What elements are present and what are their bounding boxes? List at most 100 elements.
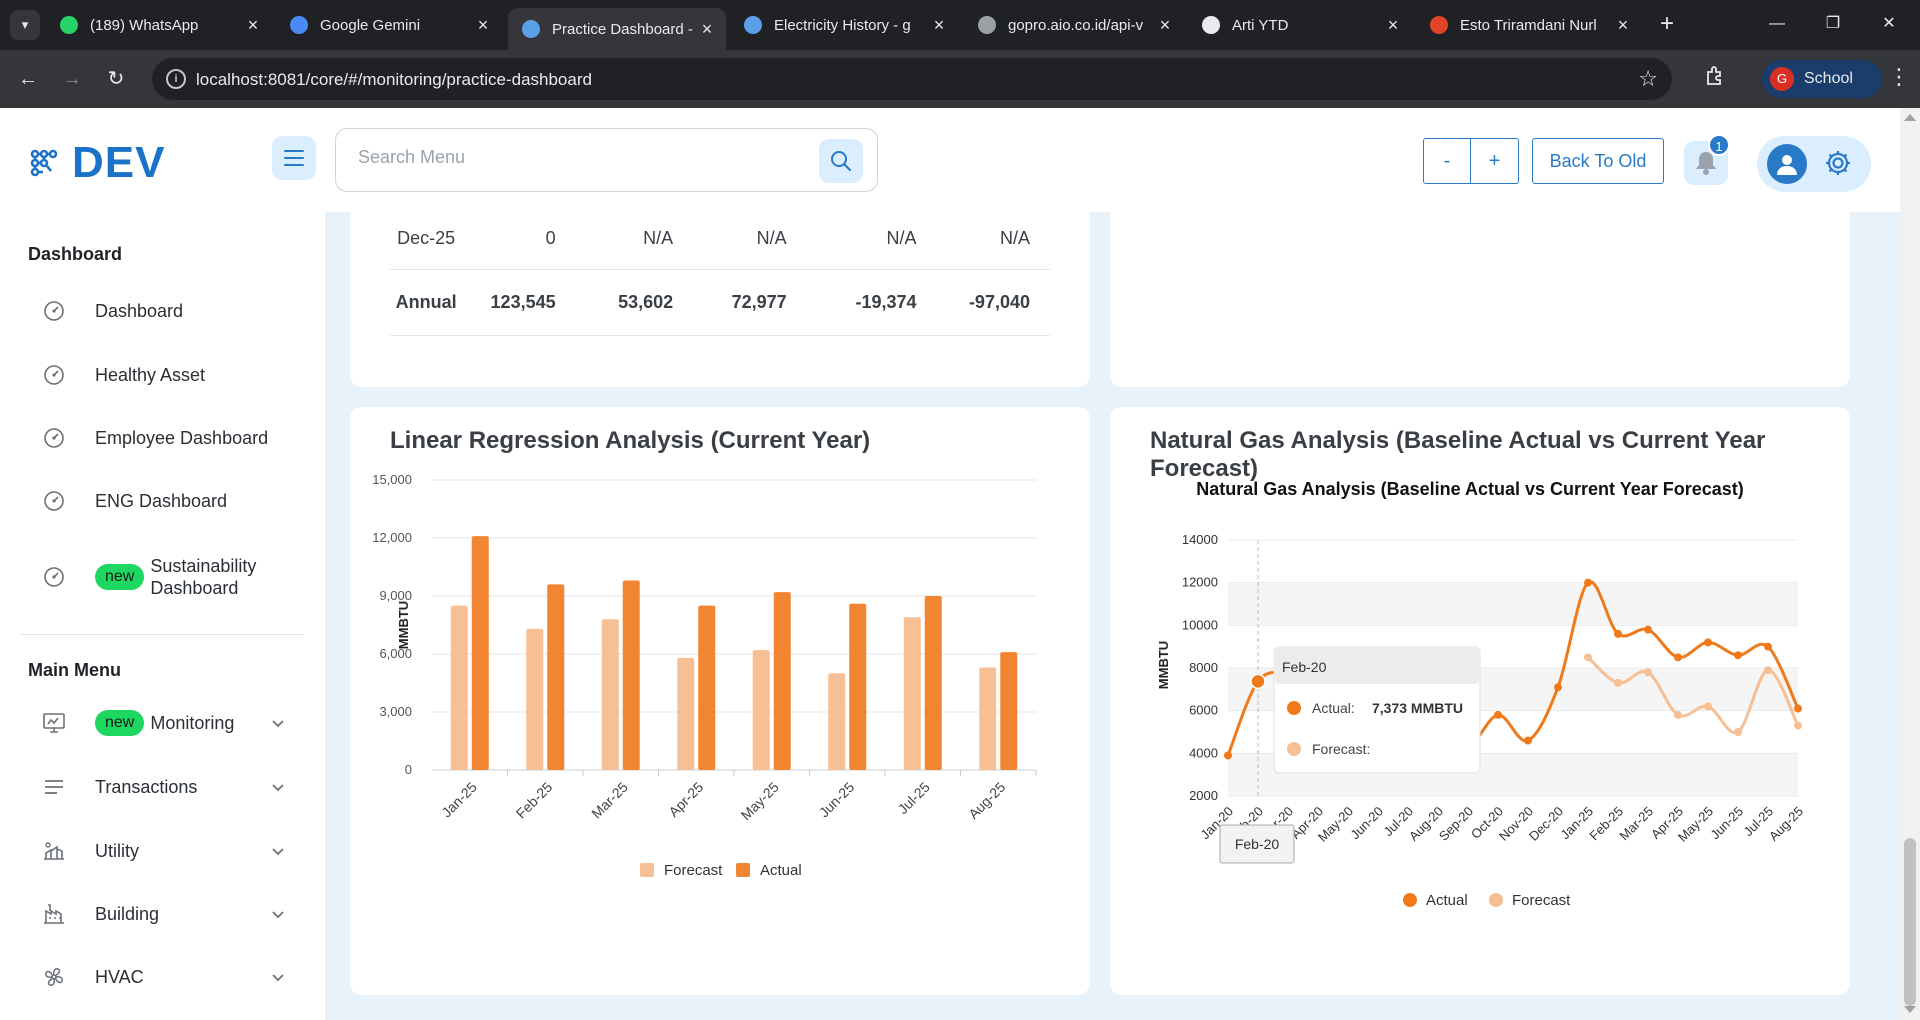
close-tab-icon[interactable]: × xyxy=(1387,14,1399,35)
logo-text: DEV xyxy=(72,138,166,187)
sidebar-section-dashboard: Dashboard xyxy=(28,244,123,264)
sidebar-item-transactions[interactable]: Transactions xyxy=(40,772,300,802)
table-cell: N/A xyxy=(999,228,1030,249)
sidebar-item-monitoring[interactable]: new Monitoring xyxy=(40,704,300,742)
y-tick-label: 0 xyxy=(405,762,412,777)
y-tick-label: 6000 xyxy=(1189,703,1218,718)
zoom-out-button[interactable]: - xyxy=(1423,138,1471,184)
reload-icon[interactable]: ↻ xyxy=(107,68,125,90)
linear-regression-card: Linear Regression Analysis (Current Year… xyxy=(350,407,1090,995)
forward-arrow-icon[interactable]: → xyxy=(62,68,82,90)
table-row: Dec-25 0 N/A N/A N/A N/A xyxy=(390,209,1050,269)
chevron-down-icon xyxy=(272,848,284,856)
x-tick-label: Jul-25 xyxy=(895,779,933,817)
new-tab-button[interactable]: + xyxy=(1659,10,1674,37)
bookmark-star-icon[interactable]: ☆ xyxy=(1638,66,1658,91)
extensions-icon[interactable] xyxy=(1700,64,1730,94)
tab-search-dropdown[interactable]: ▾ xyxy=(10,10,40,40)
sidebar-item-label: Utility xyxy=(95,840,139,861)
close-tab-icon[interactable]: × xyxy=(701,18,713,39)
browser-tab-title: (189) WhatsApp xyxy=(90,16,199,34)
search-icon[interactable] xyxy=(819,139,863,183)
back-arrow-icon[interactable]: ← xyxy=(18,68,38,90)
table-cell: 53,602 xyxy=(618,291,674,312)
sidebar-item-building[interactable]: Building xyxy=(40,899,300,929)
minimize-button[interactable]: — xyxy=(1769,15,1785,32)
dashboard-gauge-icon xyxy=(40,563,68,591)
back-to-old-button[interactable]: Back To Old xyxy=(1532,138,1664,184)
bar-forecast xyxy=(601,619,619,770)
user-menu[interactable] xyxy=(1757,136,1871,192)
close-window-button[interactable]: ✕ xyxy=(1882,15,1896,32)
sidebar-item-employee-dashboard[interactable]: Employee Dashboard xyxy=(40,423,300,453)
data-point-actual xyxy=(1554,683,1562,692)
close-tab-icon[interactable]: × xyxy=(247,14,259,35)
legend-swatch xyxy=(736,863,750,877)
browser-tab[interactable]: (189) WhatsApp × xyxy=(46,7,272,43)
dashboard-gauge-icon xyxy=(40,424,68,452)
browser-tab[interactable]: Practice Dashboard - × xyxy=(508,8,726,50)
user-avatar-icon[interactable] xyxy=(1767,144,1807,184)
top-right-card xyxy=(1110,195,1850,387)
menu-toggle-icon[interactable] xyxy=(272,136,316,180)
browser-tab-title: Arti YTD xyxy=(1232,16,1289,34)
settings-gear-icon[interactable] xyxy=(1823,148,1853,183)
table-cell: -97,040 xyxy=(968,291,1030,312)
notification-badge: 1 xyxy=(1708,134,1730,156)
data-point-forecast xyxy=(1764,666,1772,675)
x-tick-label: Feb-25 xyxy=(513,779,556,822)
data-point-actual xyxy=(1224,751,1232,760)
natural-gas-line-chart[interactable]: Natural Gas Analysis (Baseline Actual vs… xyxy=(1110,407,1850,995)
close-tab-icon[interactable]: × xyxy=(933,14,945,35)
sidebar-item-label: Healthy Asset xyxy=(95,364,206,385)
sidebar-item-hvac[interactable]: HVAC xyxy=(40,962,300,992)
app-header: DEV - + Back To Old 1 xyxy=(0,108,1900,212)
x-tick-label: Jun-25 xyxy=(816,779,858,821)
page-scrollbar[interactable] xyxy=(1900,108,1920,1020)
table-cell: N/A xyxy=(886,228,917,249)
browser-tab[interactable]: Esto Triramdani Nurl × xyxy=(1416,7,1642,43)
x-tick-label: Apr-25 xyxy=(665,779,706,820)
sidebar-item-utility[interactable]: Utility xyxy=(40,836,300,866)
logo[interactable]: DEV xyxy=(30,138,165,188)
url-text[interactable]: localhost:8081/core/#/monitoring/practic… xyxy=(196,70,592,89)
sidebar-item-sustainability-dashboard[interactable]: new Sustainability Dashboard xyxy=(40,552,300,602)
table-cell: Annual xyxy=(395,291,457,312)
browser-tab[interactable]: Google Gemini × xyxy=(276,7,502,43)
y-tick-label: 10000 xyxy=(1182,617,1218,632)
close-tab-icon[interactable]: × xyxy=(477,14,489,35)
search-input[interactable] xyxy=(358,147,778,168)
scroll-down-arrow-icon[interactable] xyxy=(1904,1006,1916,1013)
sidebar-item-label: ENG Dashboard xyxy=(95,490,228,511)
browser-menu-icon[interactable]: ⋮ xyxy=(1888,64,1910,89)
address-bar[interactable]: i localhost:8081/core/#/monitoring/pract… xyxy=(152,58,1672,100)
regression-bar-chart[interactable]: 0 3,000 6,000 9,000 12,000 15,000 MMBTU Jan-25 F… xyxy=(350,407,1090,995)
data-point-actual xyxy=(1494,710,1502,719)
browser-tab[interactable]: gopro.aio.co.id/api-v × xyxy=(964,7,1184,43)
legend-swatch xyxy=(1489,893,1503,907)
sidebar-item-dashboard[interactable]: Dashboard xyxy=(40,296,300,326)
sidebar-section-main-menu: Main Menu xyxy=(28,660,121,680)
bar-forecast xyxy=(903,617,921,770)
grid-band xyxy=(1228,582,1798,626)
bar-actual xyxy=(698,605,716,770)
close-tab-icon[interactable]: × xyxy=(1617,14,1629,35)
bar-forecast xyxy=(526,628,544,770)
browser-tab-title: Esto Triramdani Nurl xyxy=(1460,16,1597,34)
close-tab-icon[interactable]: × xyxy=(1159,14,1171,35)
y-tick-label: 2000 xyxy=(1189,788,1218,803)
zoom-in-button[interactable]: + xyxy=(1471,138,1519,184)
sidebar-item-healthy-asset[interactable]: Healthy Asset xyxy=(40,360,300,390)
x-tick-label: Mar-25 xyxy=(1616,804,1656,844)
sidebar-item-eng-dashboard[interactable]: ENG Dashboard xyxy=(40,486,300,516)
crosshair-label: Feb-20 xyxy=(1235,836,1280,852)
site-info-icon[interactable]: i xyxy=(166,69,186,89)
x-tick-label: Jan-25 xyxy=(438,779,480,821)
scrollbar-thumb[interactable] xyxy=(1904,838,1916,1006)
scroll-up-arrow-icon[interactable] xyxy=(1904,114,1916,121)
sidebar-item-label: Sustainability Dashboard xyxy=(150,556,257,598)
browser-tab[interactable]: Electricity History - g × xyxy=(730,7,958,43)
browser-tab[interactable]: Arti YTD × xyxy=(1188,7,1412,43)
restore-button[interactable]: ❐ xyxy=(1825,15,1841,32)
profile-button[interactable]: G School xyxy=(1762,60,1882,98)
